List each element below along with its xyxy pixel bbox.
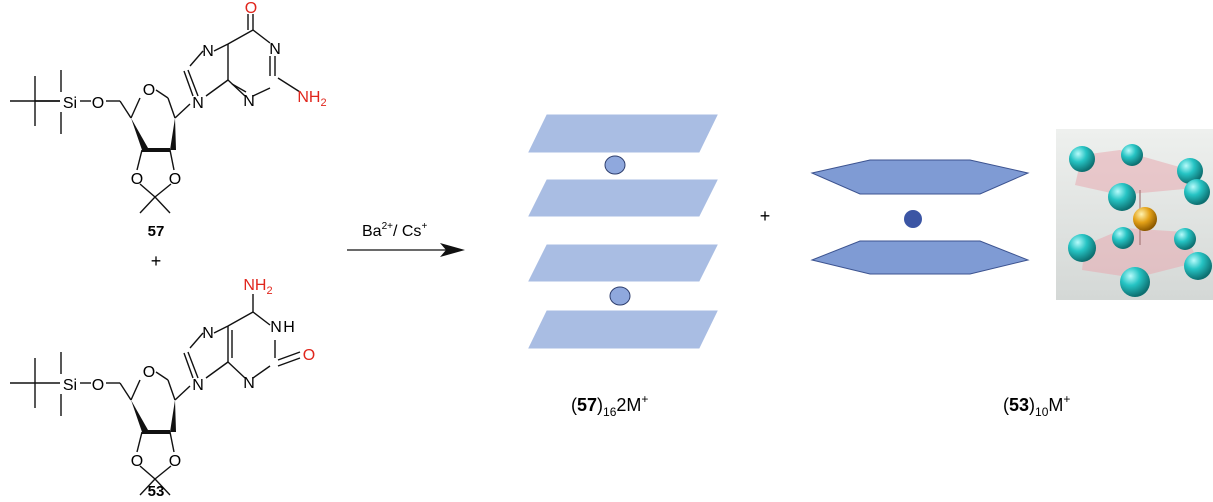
compound-53-structure xyxy=(10,294,301,496)
reaction-arrow xyxy=(347,243,465,257)
ether-oxygen: O xyxy=(92,377,104,394)
quartet-sheet xyxy=(528,244,718,282)
oxygen-sphere xyxy=(1177,158,1203,184)
purine-n3: N xyxy=(243,375,255,392)
metal-ion xyxy=(604,155,626,175)
carbonyl-oxygen: O xyxy=(245,0,257,17)
ether-oxygen: O xyxy=(92,95,104,112)
purine-n3: N xyxy=(243,93,255,110)
purine-n9: N xyxy=(192,377,204,394)
purine-n1: N xyxy=(270,319,282,336)
acetonide-oxygen: O xyxy=(169,453,181,470)
compound-57-atom-labels: Si O O O O N N N N O NH2 xyxy=(63,0,327,188)
quartet-sheet xyxy=(528,310,718,349)
pentamer-plate xyxy=(810,159,1030,195)
plus-sign-reactants: + xyxy=(151,251,162,271)
ring-oxygen: O xyxy=(143,82,155,99)
compound-number-53: 53 xyxy=(148,483,165,500)
pentamer-sandwich-schematic xyxy=(810,159,1030,275)
metal-ion xyxy=(904,210,922,228)
amine-group: NH2 xyxy=(243,277,272,297)
carbonyl-oxygen: O xyxy=(303,347,315,364)
purine-n1: N xyxy=(269,41,281,58)
purine-n7: N xyxy=(202,43,214,60)
oxygen-sphere xyxy=(1120,267,1150,297)
silyl-atom: Si xyxy=(63,377,77,394)
pentamer-3d-model xyxy=(1056,129,1213,300)
pentamer-plate xyxy=(810,240,1030,275)
acetonide-oxygen: O xyxy=(131,453,143,470)
quartet-sheet xyxy=(528,114,718,153)
oxygen-sphere xyxy=(1184,252,1212,280)
oxygen-sphere xyxy=(1108,183,1136,211)
reaction-conditions: Ba2+/ Cs+ xyxy=(362,221,427,240)
oxygen-sphere xyxy=(1184,179,1210,205)
amine-group: NH2 xyxy=(297,89,326,109)
compound-57-structure xyxy=(10,14,301,214)
oxygen-sphere xyxy=(1174,228,1196,250)
acetonide-oxygen: O xyxy=(131,171,143,188)
product-label-53-complex: (53)10M+ xyxy=(1003,392,1070,419)
stacked-sheet-schematic xyxy=(528,114,718,349)
purine-n7: N xyxy=(202,325,214,342)
n1-hydrogen: H xyxy=(283,319,295,336)
oxygen-sphere xyxy=(1112,227,1134,249)
oxygen-sphere xyxy=(1068,234,1096,262)
oxygen-sphere xyxy=(1069,146,1095,172)
metal-ion xyxy=(609,286,631,306)
compound-53-atom-labels: Si O O O O N N N H N O NH2 xyxy=(63,277,315,470)
oxygen-sphere xyxy=(1121,144,1143,166)
silyl-atom: Si xyxy=(63,95,77,112)
product-label-57-complex: (57)162M+ xyxy=(571,392,648,419)
quartet-sheet xyxy=(528,179,718,217)
acetonide-oxygen: O xyxy=(169,171,181,188)
purine-n9: N xyxy=(192,95,204,112)
plus-sign-products: + xyxy=(760,206,771,226)
compound-number-57: 57 xyxy=(148,223,165,240)
ring-oxygen: O xyxy=(143,364,155,381)
metal-sphere xyxy=(1133,207,1157,231)
